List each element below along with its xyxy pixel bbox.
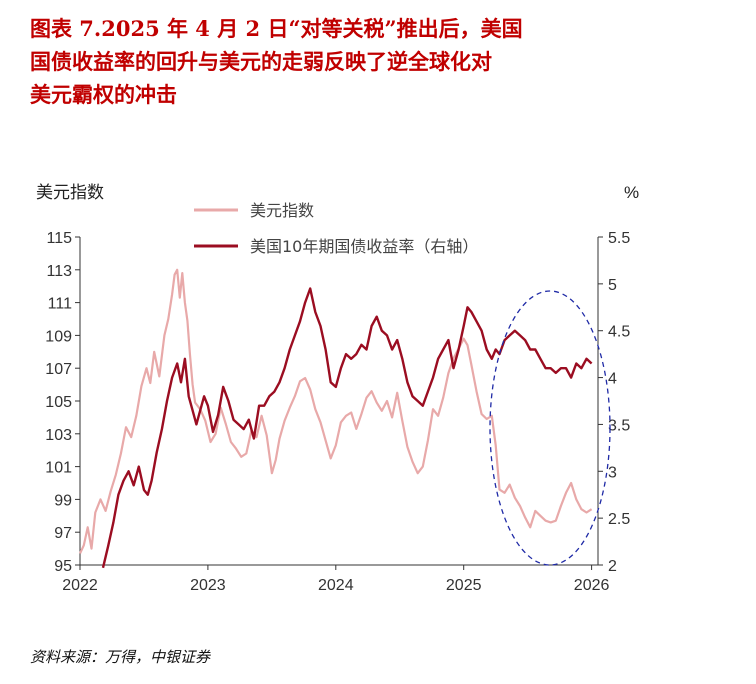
chart-title-line-2: 国债收益率的回升与美元的走弱反映了逆全球化对 (30, 49, 492, 74)
axes (79, 237, 599, 566)
left-tick-label: 101 (45, 460, 72, 477)
x-tick-label: 2026 (574, 577, 610, 594)
right-tick-label: 2 (608, 558, 617, 575)
left-tick-label: 99 (54, 492, 72, 509)
left-tick-label: 115 (46, 230, 72, 247)
right-tick-label: 5 (608, 277, 617, 294)
right-axis-title: % (624, 183, 639, 202)
source-note: 资料来源：万得，中银证券 (30, 648, 211, 666)
legend: 美元指数 美国10年期国债收益率（右轴） (194, 201, 478, 256)
left-tick-label: 111 (48, 296, 72, 313)
right-tick-label: 4.5 (608, 324, 630, 341)
right-tick-label: 2.5 (608, 511, 630, 528)
tick-labels: 115 113 111 109 107 105 103 101 99 97 95 5.5 5 4.5 4 3.… (45, 230, 630, 594)
left-tick-label: 105 (45, 394, 72, 411)
left-tick-label: 109 (45, 328, 72, 345)
series-lines (79, 268, 593, 569)
left-tick-label: 103 (45, 427, 72, 444)
x-tick-label: 2022 (62, 577, 98, 594)
right-tick-label: 5.5 (608, 230, 630, 247)
x-tick-label: 2023 (190, 577, 226, 594)
x-tick-label: 2025 (446, 577, 482, 594)
left-tick-label: 97 (54, 525, 72, 542)
highlight-ellipse (489, 290, 611, 566)
x-tick-label: 2024 (318, 577, 354, 594)
left-tick-label: 95 (54, 558, 72, 575)
left-tick-label: 107 (45, 361, 72, 378)
legend-label-yield: 美国10年期国债收益率（右轴） (250, 237, 478, 256)
legend-label-usd: 美元指数 (250, 201, 314, 220)
left-axis-title: 美元指数 (36, 183, 104, 202)
right-tick-label: 4 (608, 371, 617, 388)
right-tick-label: 3.5 (608, 417, 630, 434)
chart-title-line-3: 美元霸权的冲击 (30, 82, 177, 107)
chart-title: 图表 7.2025 年 4 月 2 日“对等关税”推出后，美国 国债收益率的回升… (30, 12, 730, 111)
left-tick-label: 113 (46, 263, 72, 280)
right-tick-label: 3 (608, 464, 617, 481)
series-line-us10y-yield (101, 287, 593, 569)
chart-title-line-1: 图表 7.2025 年 4 月 2 日“对等关税”推出后，美国 (30, 16, 523, 41)
series-line-usd-index (79, 268, 593, 554)
